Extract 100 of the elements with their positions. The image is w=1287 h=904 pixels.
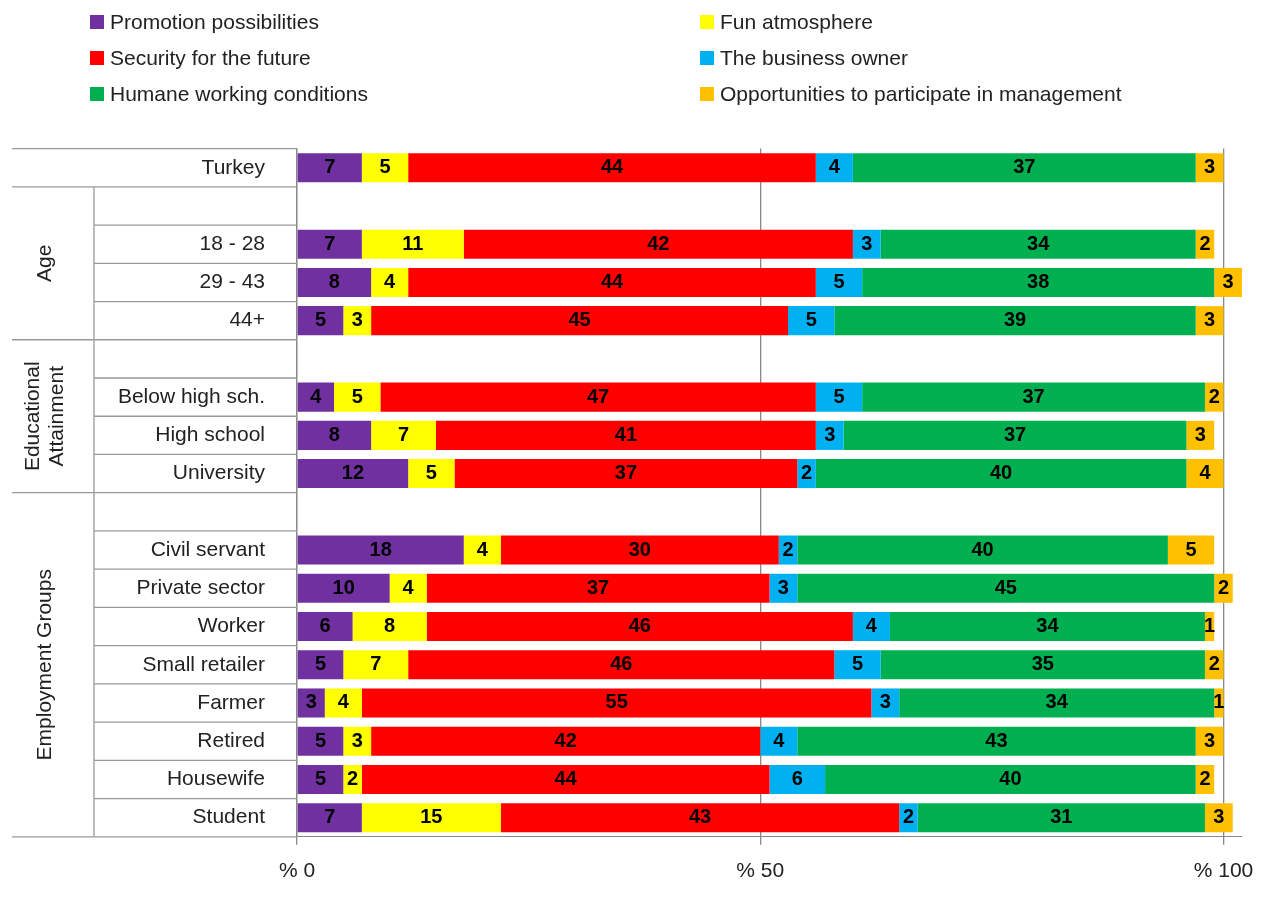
data-label: 5 xyxy=(314,728,327,751)
data-label: 34 xyxy=(1036,614,1060,637)
data-label: 3 xyxy=(824,422,836,445)
bar xyxy=(788,306,835,336)
y-tick-label: Small retailer xyxy=(142,651,265,675)
data-label: 44 xyxy=(600,269,624,292)
bar xyxy=(343,650,409,680)
data-label: 3 xyxy=(1194,422,1206,445)
data-label: 34 xyxy=(1045,690,1069,713)
legend-label: Promotion possibilities xyxy=(110,10,319,34)
y-tick-label: Housewife xyxy=(166,766,265,790)
data-label: 42 xyxy=(554,728,577,751)
bar xyxy=(297,153,362,183)
bar xyxy=(815,267,863,297)
bar xyxy=(361,803,501,833)
data-label: 8 xyxy=(328,422,340,445)
bar xyxy=(352,611,427,642)
bar xyxy=(862,382,1205,412)
bar xyxy=(426,611,853,642)
bar xyxy=(454,459,798,489)
bar xyxy=(797,726,1196,756)
bar xyxy=(297,382,335,412)
bar xyxy=(297,764,344,794)
data-label: 6 xyxy=(791,766,803,789)
data-label: 3 xyxy=(351,728,363,751)
bar xyxy=(297,229,362,259)
data-label: 2 xyxy=(1217,575,1230,598)
data-label: 40 xyxy=(971,537,994,560)
data-label: 2 xyxy=(1208,384,1220,407)
legend-label: Opportunities to participate in management xyxy=(720,82,1122,106)
bar xyxy=(371,267,409,297)
data-label: 2 xyxy=(1199,766,1211,789)
data-label: 3 xyxy=(1204,728,1216,751)
data-label: 37 xyxy=(1022,384,1045,407)
bar xyxy=(324,688,362,718)
bar xyxy=(463,535,501,565)
bar xyxy=(297,535,464,565)
data-label: 45 xyxy=(994,575,1017,598)
bar xyxy=(852,153,1196,183)
data-label: 3 xyxy=(879,690,891,713)
data-label: 44 xyxy=(554,766,578,789)
data-label: 30 xyxy=(628,537,651,560)
bar xyxy=(880,229,1196,259)
data-label: 46 xyxy=(628,614,651,637)
bar xyxy=(361,229,464,259)
data-label: 55 xyxy=(605,690,628,713)
data-label: 43 xyxy=(985,728,1008,751)
data-label: 5 xyxy=(314,652,327,675)
bar xyxy=(297,420,372,450)
data-label: 10 xyxy=(332,575,355,598)
data-label: 12 xyxy=(341,461,365,484)
bar xyxy=(815,153,853,183)
data-label: 7 xyxy=(324,805,336,828)
data-label: 40 xyxy=(989,461,1013,484)
data-label: 2 xyxy=(1208,652,1220,675)
y-tick-label: Student xyxy=(192,804,266,828)
data-label: 37 xyxy=(1013,155,1036,178)
bar xyxy=(408,650,835,680)
bar xyxy=(880,650,1205,680)
data-label: 5 xyxy=(805,308,817,331)
data-label: 34 xyxy=(1027,231,1051,254)
data-label: 2 xyxy=(902,805,915,828)
data-label: 43 xyxy=(688,805,712,828)
y-tick-label: Civil servant xyxy=(150,536,266,560)
bar xyxy=(297,573,390,603)
bar xyxy=(426,573,770,603)
data-label: 40 xyxy=(999,766,1022,789)
text: Employment Groups xyxy=(31,569,55,761)
bar xyxy=(797,573,1215,603)
y-tick-label: Worker xyxy=(197,613,265,637)
data-label: 2 xyxy=(1199,231,1211,254)
data-label: 3 xyxy=(861,231,873,254)
bar xyxy=(500,803,900,833)
data-label: 46 xyxy=(610,652,633,675)
data-label: 2 xyxy=(801,461,813,484)
y-tick-label: High school xyxy=(155,422,265,446)
data-label: 15 xyxy=(420,805,443,828)
bar xyxy=(297,611,353,642)
bar xyxy=(389,573,427,603)
data-label: 3 xyxy=(1204,308,1216,331)
data-label: 11 xyxy=(402,231,424,254)
y-tick-label: 44+ xyxy=(229,307,265,331)
legend-label: Fun atmosphere xyxy=(720,10,873,34)
data-label: 18 xyxy=(369,537,392,560)
data-label: 7 xyxy=(397,422,410,445)
data-label: 3 xyxy=(1204,155,1216,178)
x-tick-label: % 50 xyxy=(736,858,785,882)
data-label: 3 xyxy=(351,308,363,331)
data-label: 5 xyxy=(851,652,864,675)
data-label: 35 xyxy=(1031,652,1054,675)
bar xyxy=(500,535,779,565)
data-label: 4 xyxy=(384,269,397,292)
data-label: 2 xyxy=(782,537,794,560)
bar xyxy=(843,420,1187,450)
data-label: 5 xyxy=(379,155,391,178)
bar xyxy=(871,688,900,718)
bar xyxy=(297,726,344,756)
bar xyxy=(297,459,409,489)
data-label: 42 xyxy=(647,231,670,254)
bar xyxy=(371,306,789,336)
